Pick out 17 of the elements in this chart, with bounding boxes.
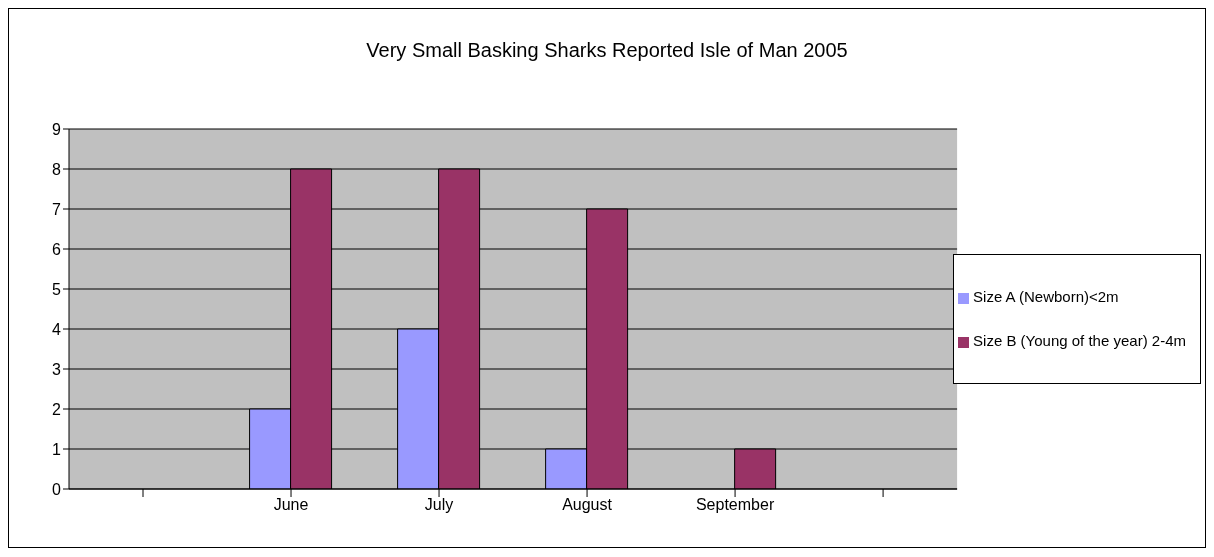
y-tick-label: 5 — [52, 280, 62, 298]
y-tick-label: 0 — [52, 480, 62, 498]
y-tick-label: 2 — [52, 400, 62, 418]
y-tick-label: 3 — [52, 360, 62, 378]
chart-title: Very Small Basking Sharks Reported Isle of Man 2005 — [365, 38, 849, 63]
legend-label: Size A (Newborn)<2m — [973, 288, 1119, 305]
legend-label: Size B (Young of the year) 2-4m — [973, 332, 1186, 349]
x-tick-label: August — [562, 496, 613, 514]
x-tick-label: September — [695, 496, 775, 514]
y-tick-label: 9 — [52, 120, 62, 138]
y-tick-label: 7 — [52, 200, 62, 218]
y-tick-label: 1 — [52, 440, 62, 458]
y-tick-label: 6 — [52, 240, 62, 258]
y-tick-label: 8 — [52, 160, 62, 178]
x-tick-label: July — [424, 496, 454, 514]
x-tick-label: June — [273, 496, 309, 514]
y-tick-label: 4 — [52, 320, 62, 338]
